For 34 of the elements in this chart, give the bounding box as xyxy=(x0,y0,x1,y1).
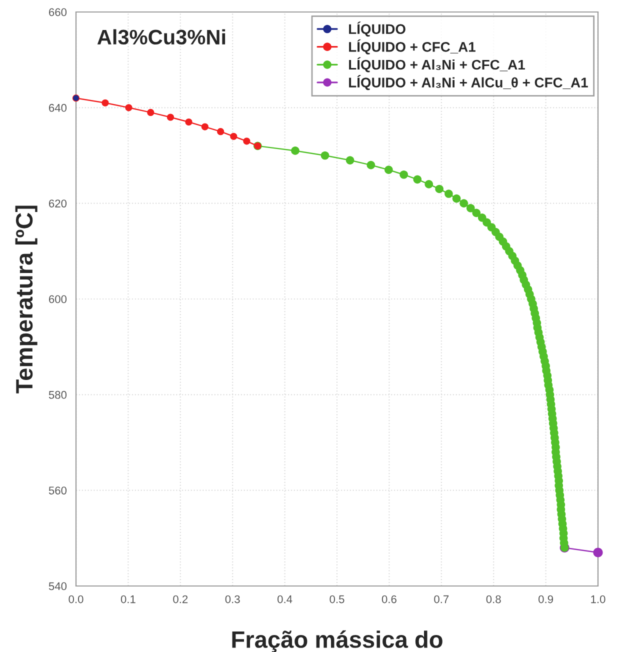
point xyxy=(185,118,192,126)
point xyxy=(102,99,109,106)
x-tick-label: 0.9 xyxy=(538,595,553,604)
point xyxy=(230,132,238,140)
text: Al3%Cu3%Ni xyxy=(97,29,226,45)
point xyxy=(166,114,174,121)
x-tick-label: 0.0 xyxy=(68,595,84,604)
x-tick-label: 0.5 xyxy=(330,595,344,604)
x-tick-label: 0.4 xyxy=(278,595,292,604)
point xyxy=(217,128,224,136)
y-tick-label: 580 xyxy=(48,390,67,399)
legend-label: LÍQUIDO + CFC_A1 xyxy=(349,39,476,54)
legend-label: LÍQUIDO + Al₃Ni + AlCu_θ + CFC_A1 xyxy=(349,75,588,90)
x-tick-label: 0.8 xyxy=(486,595,501,604)
legend-label: LÍQUIDO + Al₃Ni + CFC_A1 xyxy=(349,57,525,72)
y-axis-title: Temperatura [ºC] xyxy=(15,206,38,394)
point xyxy=(125,104,132,112)
x-tick-label: 0.2 xyxy=(173,595,188,604)
point xyxy=(201,123,208,130)
y-tick-label: 660 xyxy=(49,8,67,16)
legend-label: LÍQUIDO xyxy=(349,22,406,37)
y-tick-label: 560 xyxy=(48,486,67,494)
x-tick-label: 1.0 xyxy=(591,595,606,604)
point xyxy=(593,548,603,558)
y-tick-label: 620 xyxy=(49,200,67,208)
point xyxy=(147,108,154,116)
x-tick-label: 0.7 xyxy=(434,595,449,604)
y-tick-label: 600 xyxy=(49,295,67,304)
y-tick-label: 540 xyxy=(48,582,67,590)
y-tick-label: 640 xyxy=(49,104,67,112)
x-tick-label: 0.6 xyxy=(382,595,396,604)
x-tick-label: 0.3 xyxy=(225,595,240,604)
x-tick-label: 0.1 xyxy=(120,595,136,604)
point xyxy=(243,138,250,145)
